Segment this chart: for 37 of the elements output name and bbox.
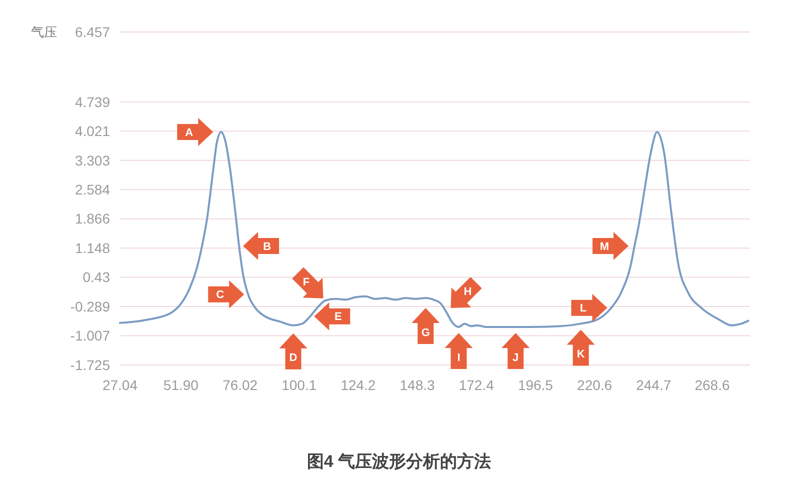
annotation: D (289, 352, 298, 364)
x-tick-label: 148.3 (400, 377, 436, 393)
y-tick-label: 6.457 (74, 24, 110, 40)
annotation: H (464, 286, 472, 298)
y-tick-label: 3.303 (74, 152, 110, 168)
annotation: J (512, 352, 519, 364)
annotation: K (576, 348, 585, 361)
annotation: L (580, 302, 587, 315)
annotation: F (302, 276, 310, 288)
y-tick-label: 1.148 (74, 240, 110, 256)
y-tick-label: 4.739 (74, 94, 110, 110)
x-tick-label: 124.2 (340, 377, 376, 393)
x-tick-label: 51.90 (163, 377, 199, 393)
x-tick-label: 196.5 (518, 377, 554, 393)
y-tick-label: 2.584 (74, 182, 110, 198)
annotation: G (421, 326, 430, 339)
x-tick-label: 268.6 (694, 377, 730, 393)
x-tick-label: 244.7 (636, 377, 672, 393)
y-tick-label: 0.43 (82, 269, 110, 286)
y-tick-label: -0.289 (70, 298, 110, 314)
annotation: E (334, 311, 342, 324)
annotation: B (263, 240, 272, 253)
y-tick-label: -1.725 (70, 356, 110, 373)
annotation: I (457, 352, 460, 364)
y-tick-label: 4.021 (74, 123, 110, 140)
y-tick-label: 1.866 (74, 210, 110, 227)
annotation: C (216, 289, 224, 302)
y-axis-title: 气压 (31, 24, 57, 40)
x-tick-label: 76.02 (222, 377, 258, 393)
x-tick-label: 27.04 (102, 377, 138, 393)
x-tick-label: 220.6 (577, 377, 612, 393)
x-tick-label: 172.4 (458, 377, 494, 393)
annotation: A (185, 126, 194, 139)
annotation: M (600, 240, 610, 253)
x-tick-label: 100.1 (282, 377, 317, 393)
y-tick-label: -1.007 (70, 328, 110, 344)
text: 图4 气压波形分析的方法 (306, 452, 492, 471)
